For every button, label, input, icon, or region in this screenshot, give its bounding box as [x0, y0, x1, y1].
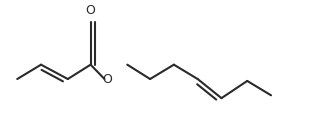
Text: O: O	[86, 4, 96, 17]
Text: O: O	[102, 72, 112, 85]
